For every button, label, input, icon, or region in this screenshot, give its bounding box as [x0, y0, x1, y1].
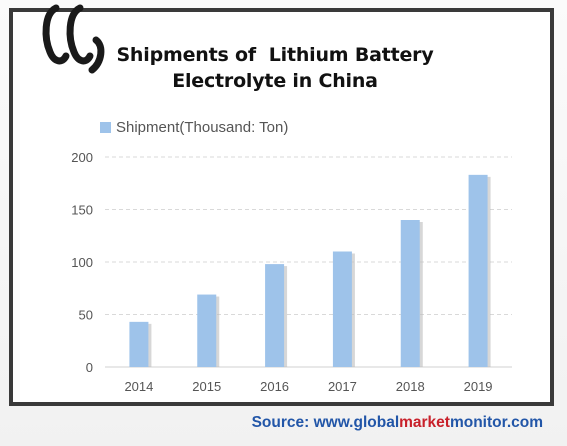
chart-title-line-1: Shipments of Lithium Battery — [116, 44, 434, 66]
x-tick-label: 2016 — [260, 379, 289, 394]
source-prefix: Source: www. — [251, 414, 354, 431]
source-suffix: .com — [506, 414, 543, 431]
chart-title: Shipments of Lithium Battery Electrolyte… — [110, 42, 440, 94]
x-tick-label: 2018 — [396, 379, 425, 394]
y-tick-label: 50 — [79, 308, 93, 323]
legend-label: Shipment(Thousand: Ton) — [116, 119, 289, 136]
source-market: market — [399, 414, 450, 431]
legend: Shipment(Thousand: Ton) — [100, 119, 288, 136]
bar-2018 — [400, 220, 420, 367]
bar-2019 — [468, 174, 488, 367]
bar-2015 — [197, 294, 217, 367]
y-tick-label: 150 — [71, 203, 93, 218]
source-global: global — [353, 414, 400, 431]
bar-2016 — [265, 264, 285, 367]
x-tick-label: 2015 — [192, 379, 221, 394]
x-tick-label: 2017 — [328, 379, 357, 394]
x-tick-label: 2014 — [124, 379, 153, 394]
legend-swatch — [100, 122, 111, 133]
gmm-logo-icon — [42, 4, 105, 74]
y-tick-label: 200 — [71, 150, 93, 165]
bar-2014 — [129, 321, 149, 367]
x-tick-label: 2019 — [464, 379, 493, 394]
source-monitor: monitor — [449, 414, 507, 431]
chart-title-line-2: Electrolyte in China — [172, 70, 378, 92]
y-tick-label: 0 — [86, 360, 93, 375]
y-tick-label: 100 — [71, 255, 93, 270]
source-credit: Source: www.globalmarketmonitor.com — [252, 414, 543, 432]
bar-2017 — [332, 251, 352, 367]
